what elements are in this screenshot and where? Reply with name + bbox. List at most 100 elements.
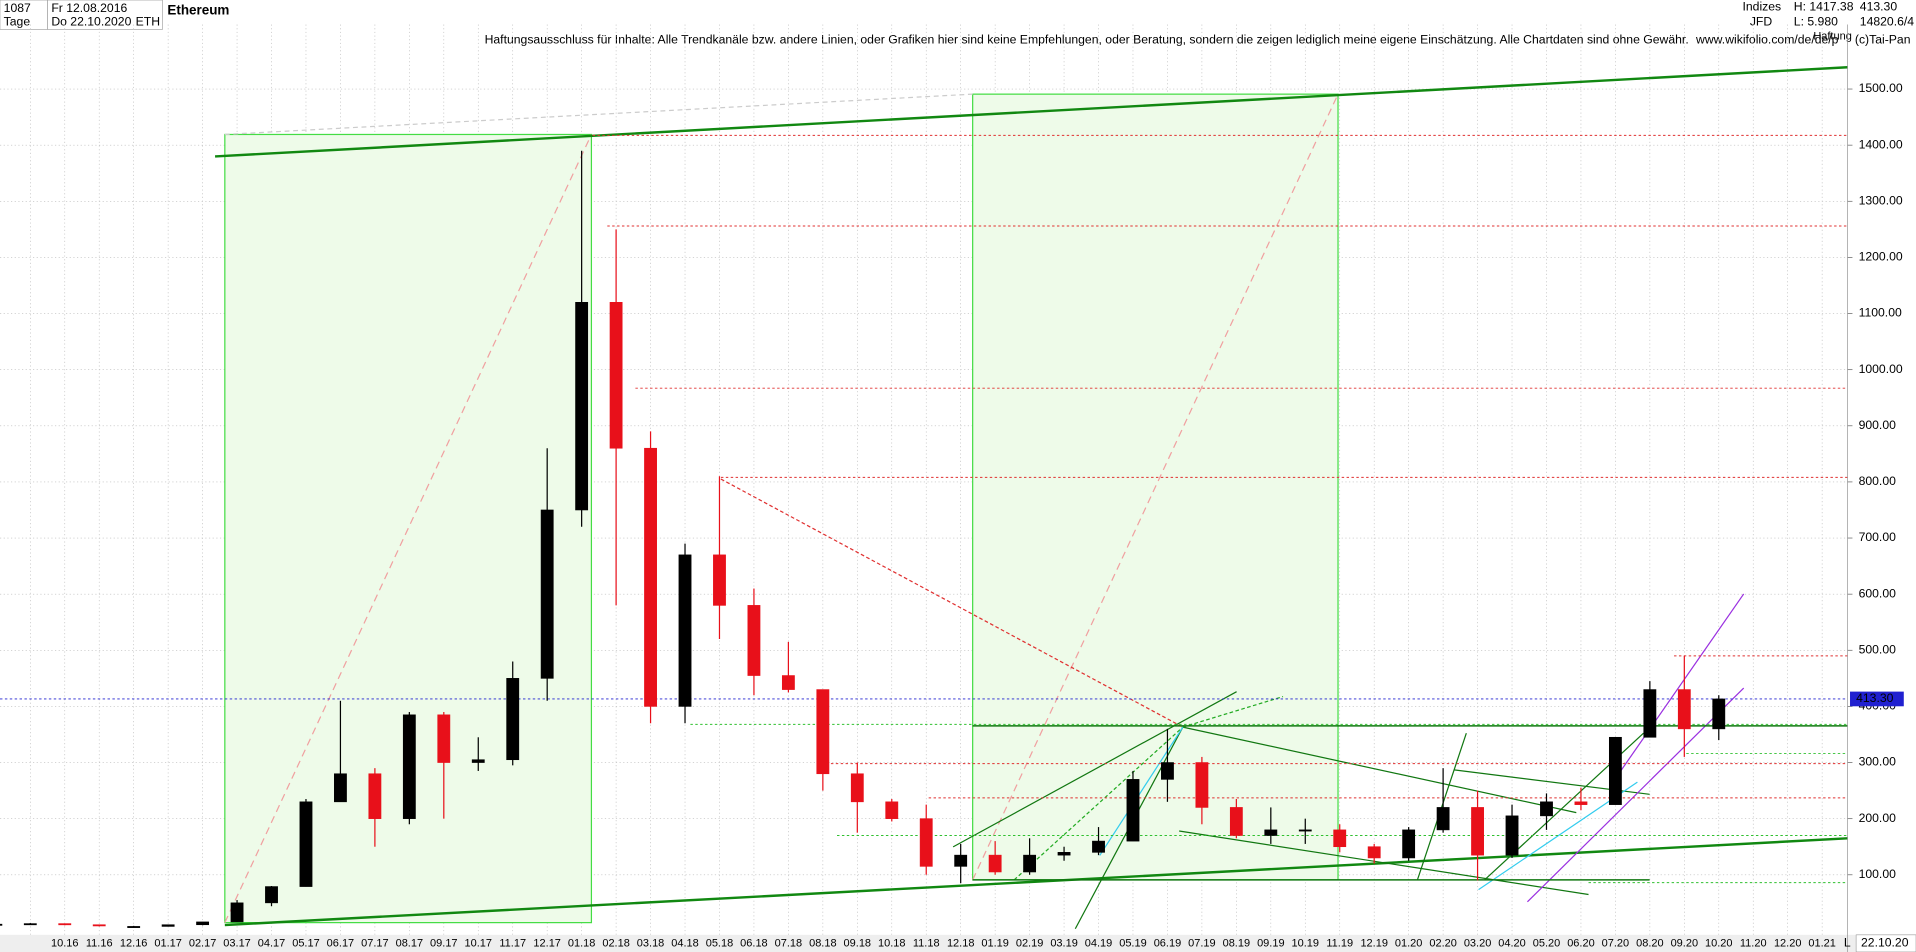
x-tick-label: 06.19 [1154,937,1182,949]
candle-body [1161,762,1174,780]
x-tick-label: 02.17 [189,937,217,949]
x-tick-label: 12.20 [1774,937,1802,949]
x-axis-bar [0,934,1916,952]
url: www.wikifolio.com/de/de/p [1695,33,1839,47]
y-tick-label: 1400.00 [1859,137,1903,151]
symbol: ETH [136,14,160,28]
y-tick-label: 1200.00 [1859,250,1903,264]
x-tick-label: 11.17 [499,937,526,949]
x-tick-label: 08.20 [1636,937,1664,949]
candle-body [161,924,175,927]
y-tick-label: 300.00 [1859,755,1897,769]
candle-body [1298,829,1312,832]
x-tick-label: 05.18 [706,937,734,949]
start-date: Fr 12.08.2016 [51,1,127,15]
candle-body [609,302,623,449]
x-tick-label: 06.17 [327,937,355,949]
trendline [1182,726,1577,814]
candle-body [196,921,210,926]
y-tick-label: 700.00 [1859,530,1897,544]
end-date: Do 22.10.2020 [51,14,131,28]
x-tick-label: 11.16 [86,937,113,949]
low: L: 5.980 [1794,14,1838,28]
candle-body [1333,829,1347,848]
candle-body [402,714,416,819]
x-tick-label: 07.18 [775,937,803,949]
candle-body [0,923,3,926]
header-box [0,0,48,30]
candle-body [368,773,382,819]
y-tick-label: 800.00 [1859,474,1897,488]
x-tick-label: 12.18 [947,937,975,949]
candle-body [1367,846,1381,859]
y-tick-label: 200.00 [1859,811,1897,825]
candle-body [644,447,657,707]
x-tick-label: 10.16 [51,937,79,949]
candle-body [1574,801,1588,805]
candle-body [1229,807,1243,836]
diagonal [972,93,1339,881]
channel [1612,593,1745,783]
x-tick-label: 09.19 [1257,937,1285,949]
diagonal [224,134,592,923]
x-tick-label: 01.19 [981,937,1009,949]
candle-body [1677,689,1691,730]
group: Indizes [1742,0,1781,14]
candle-body [954,854,968,867]
y-tick-label: 1100.00 [1859,306,1902,320]
candle-body [1608,736,1622,805]
chart-title: Ethereum [167,3,229,18]
candle-body [58,923,72,926]
candle-body [471,759,485,763]
x-tick-label: 11.18 [913,937,940,949]
x-tick-label: 09.17 [430,937,458,949]
date-box-label: 22.10.20 [1861,936,1909,950]
candles [0,150,1726,928]
candle-body [1712,698,1726,730]
candle-body [1643,689,1657,738]
header: 1087 Fr 12.08.2016 Tage Do 22.10.2020 ET… [0,0,1914,47]
candle-body [1264,829,1278,836]
liability: Haftung [1813,31,1851,43]
y-tick-label: 500.00 [1859,643,1897,657]
candle-body [816,689,830,775]
candle-body [1057,852,1071,856]
x-tick-label: 05.17 [292,937,320,949]
x-tick-label: 05.19 [1119,937,1147,949]
candle-body [575,302,589,511]
x-tick-label: 03.19 [1050,937,1078,949]
x-tick-label: 03.20 [1464,937,1492,949]
candle-body [850,773,864,803]
x-tick-label: 04.17 [258,937,286,949]
trendline [1013,726,1184,881]
x-tick-label: 04.18 [671,937,699,949]
candle-body [919,818,933,867]
axis: 100.00200.00300.00400.00500.00600.00700.… [51,81,1904,949]
candle-body [540,509,554,679]
x-tick-label: 05.20 [1533,937,1561,949]
candle-body [230,902,244,923]
disclaimer: Haftungsausschluss für Inhalte: Alle Tre… [485,33,1689,47]
candle-body [1092,840,1105,853]
drawings [214,66,1848,930]
candle-body [1471,807,1484,856]
trendline [1179,830,1589,896]
x-tick-label: 01.20 [1395,937,1423,949]
x-tick-label: 04.20 [1498,937,1526,949]
last-price-label: 413.30 [1856,691,1894,705]
y-tick-label: 1000.00 [1859,362,1903,376]
x-tick-label: 07.19 [1188,937,1216,949]
x-tick-label: 01.21 [1808,937,1836,949]
candle-body [127,926,141,928]
x-tick-label: 08.19 [1223,937,1251,949]
period: Tage [4,14,31,28]
y-tick-label: 1500.00 [1859,81,1903,95]
x-tick-label: 06.18 [740,937,768,949]
x-tick-label: 01.18 [568,937,596,949]
candle-body [885,801,899,819]
y-tick-label: 900.00 [1859,418,1897,432]
candle-body [299,801,313,887]
high: H: 1417.38 [1794,0,1854,14]
x-tick-label: 12.16 [120,937,147,949]
